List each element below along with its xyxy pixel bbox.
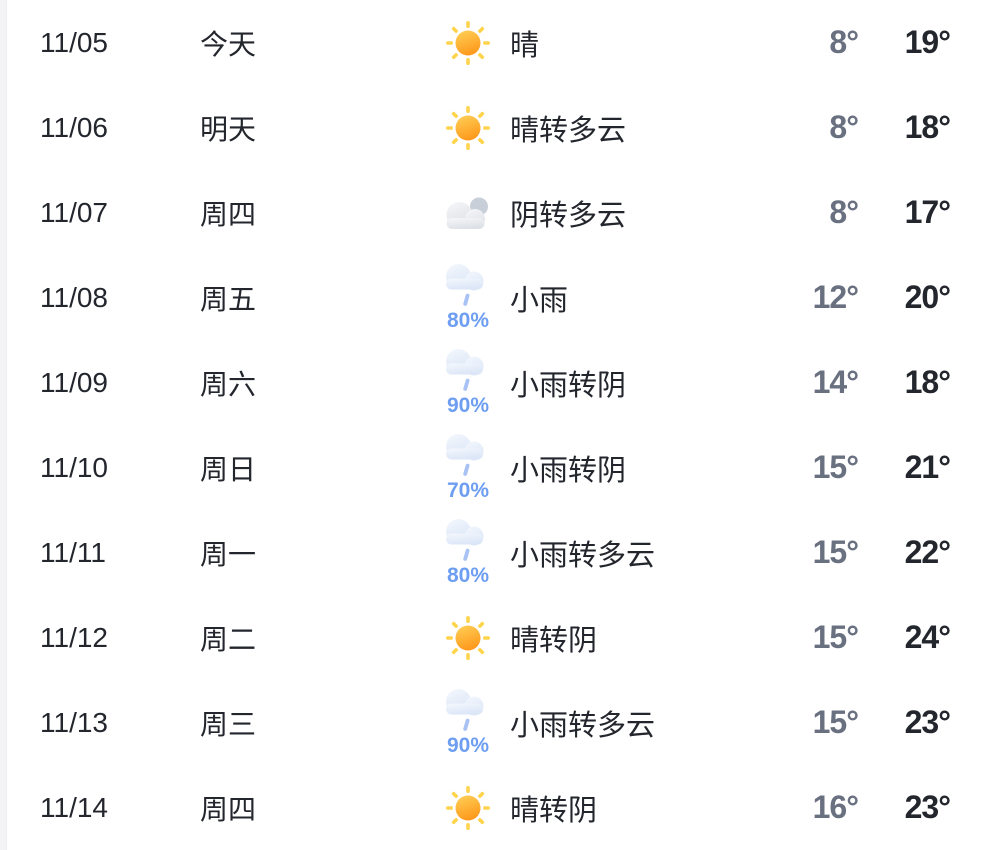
weather-icon-block: 80% <box>438 517 498 588</box>
forecast-day-label: 周四 <box>200 793 257 825</box>
forecast-day-label: 周三 <box>200 708 257 740</box>
low-temperature: 15° <box>812 704 859 740</box>
high-temperature: 23° <box>904 704 951 740</box>
forecast-day-label: 周五 <box>200 283 257 315</box>
rain-cloud-icon <box>443 432 493 482</box>
forecast-row[interactable]: 11/13 周三 90% 小雨转多云 15° 23° <box>6 680 1007 765</box>
page-left-edge <box>0 0 7 850</box>
low-temperature: 8° <box>829 109 859 145</box>
weather-condition: 晴转阴 <box>510 794 598 827</box>
high-temperature: 18° <box>904 364 951 400</box>
forecast-date: 11/12 <box>40 621 108 653</box>
weather-condition: 小雨转阴 <box>510 454 627 487</box>
sun-icon <box>445 615 491 661</box>
forecast-date: 11/10 <box>40 451 108 483</box>
forecast-day-label: 周一 <box>200 538 257 570</box>
forecast-row[interactable]: 11/09 周六 90% 小雨转阴 14° 18° <box>6 340 1007 425</box>
low-temperature: 12° <box>812 279 859 315</box>
low-temperature: 15° <box>812 619 859 655</box>
forecast-row[interactable]: 11/12 周二 <box>6 595 1007 680</box>
forecast-list: 11/05 今天 <box>6 0 1007 850</box>
sun-icon <box>445 785 491 831</box>
forecast-date: 11/06 <box>40 111 108 143</box>
forecast-date: 11/11 <box>40 536 106 568</box>
low-temperature: 15° <box>812 449 859 485</box>
low-temperature: 15° <box>812 534 859 570</box>
rain-cloud-icon <box>443 687 493 737</box>
precipitation-probability: 90% <box>446 394 490 417</box>
rain-cloud-icon <box>443 517 493 567</box>
weather-condition: 小雨转阴 <box>510 369 627 402</box>
low-temperature: 14° <box>812 364 859 400</box>
forecast-date: 11/09 <box>40 366 108 398</box>
weather-condition: 晴转阴 <box>510 624 598 657</box>
sun-icon <box>445 20 491 66</box>
low-temperature: 16° <box>812 789 859 825</box>
forecast-day-label: 明天 <box>200 113 257 145</box>
weather-condition: 小雨转多云 <box>510 539 656 572</box>
high-temperature: 23° <box>904 789 951 825</box>
precipitation-probability: 70% <box>446 479 490 502</box>
forecast-date: 11/07 <box>40 196 108 228</box>
weather-icon-block <box>438 105 498 151</box>
weather-condition: 晴转多云 <box>510 114 627 147</box>
weather-condition: 小雨转多云 <box>510 709 656 742</box>
low-temperature: 8° <box>829 194 859 230</box>
forecast-day-label: 今天 <box>200 28 257 60</box>
high-temperature: 17° <box>904 194 951 230</box>
high-temperature: 20° <box>904 279 951 315</box>
weather-condition: 晴 <box>510 29 540 62</box>
cloud-icon <box>442 194 494 232</box>
forecast-day-label: 周二 <box>200 623 257 655</box>
weather-icon-block: 70% <box>438 432 498 503</box>
low-temperature: 8° <box>829 24 859 60</box>
forecast-row[interactable]: 11/05 今天 <box>6 0 1007 85</box>
high-temperature: 22° <box>904 534 951 570</box>
forecast-row[interactable]: 11/08 周五 80% 小雨 12° 20° <box>6 255 1007 340</box>
forecast-row[interactable]: 11/10 周日 70% 小雨转阴 15° 21° <box>6 425 1007 510</box>
rain-cloud-icon <box>443 262 493 312</box>
forecast-date: 11/05 <box>40 26 108 58</box>
weather-condition: 阴转多云 <box>510 199 627 232</box>
forecast-day-label: 周四 <box>200 198 257 230</box>
precipitation-probability: 80% <box>446 309 490 332</box>
forecast-day-label: 周六 <box>200 368 257 400</box>
forecast-row[interactable]: 11/11 周一 80% 小雨转多云 15° 22° <box>6 510 1007 595</box>
forecast-row[interactable]: 11/14 周四 <box>6 765 1007 850</box>
high-temperature: 24° <box>904 619 951 655</box>
forecast-day-label: 周日 <box>200 453 257 485</box>
weather-icon-block <box>438 20 498 66</box>
forecast-row[interactable]: 11/07 周四 阴转多云 8° 17° <box>6 170 1007 255</box>
high-temperature: 21° <box>904 449 951 485</box>
forecast-date: 11/08 <box>40 281 108 313</box>
high-temperature: 18° <box>904 109 951 145</box>
weather-condition: 小雨 <box>510 284 569 317</box>
weather-icon-block: 90% <box>438 347 498 418</box>
forecast-date: 11/14 <box>40 791 108 823</box>
weather-icon-block: 80% <box>438 262 498 333</box>
sun-icon <box>445 105 491 151</box>
weather-icon-block <box>438 194 498 232</box>
rain-cloud-icon <box>443 347 493 397</box>
forecast-date: 11/13 <box>40 706 108 738</box>
weather-icon-block: 90% <box>438 687 498 758</box>
high-temperature: 19° <box>904 24 951 60</box>
precipitation-probability: 80% <box>446 564 490 587</box>
forecast-row[interactable]: 11/06 明天 <box>6 85 1007 170</box>
weather-icon-block <box>438 785 498 831</box>
precipitation-probability: 90% <box>446 734 490 757</box>
weather-icon-block <box>438 615 498 661</box>
